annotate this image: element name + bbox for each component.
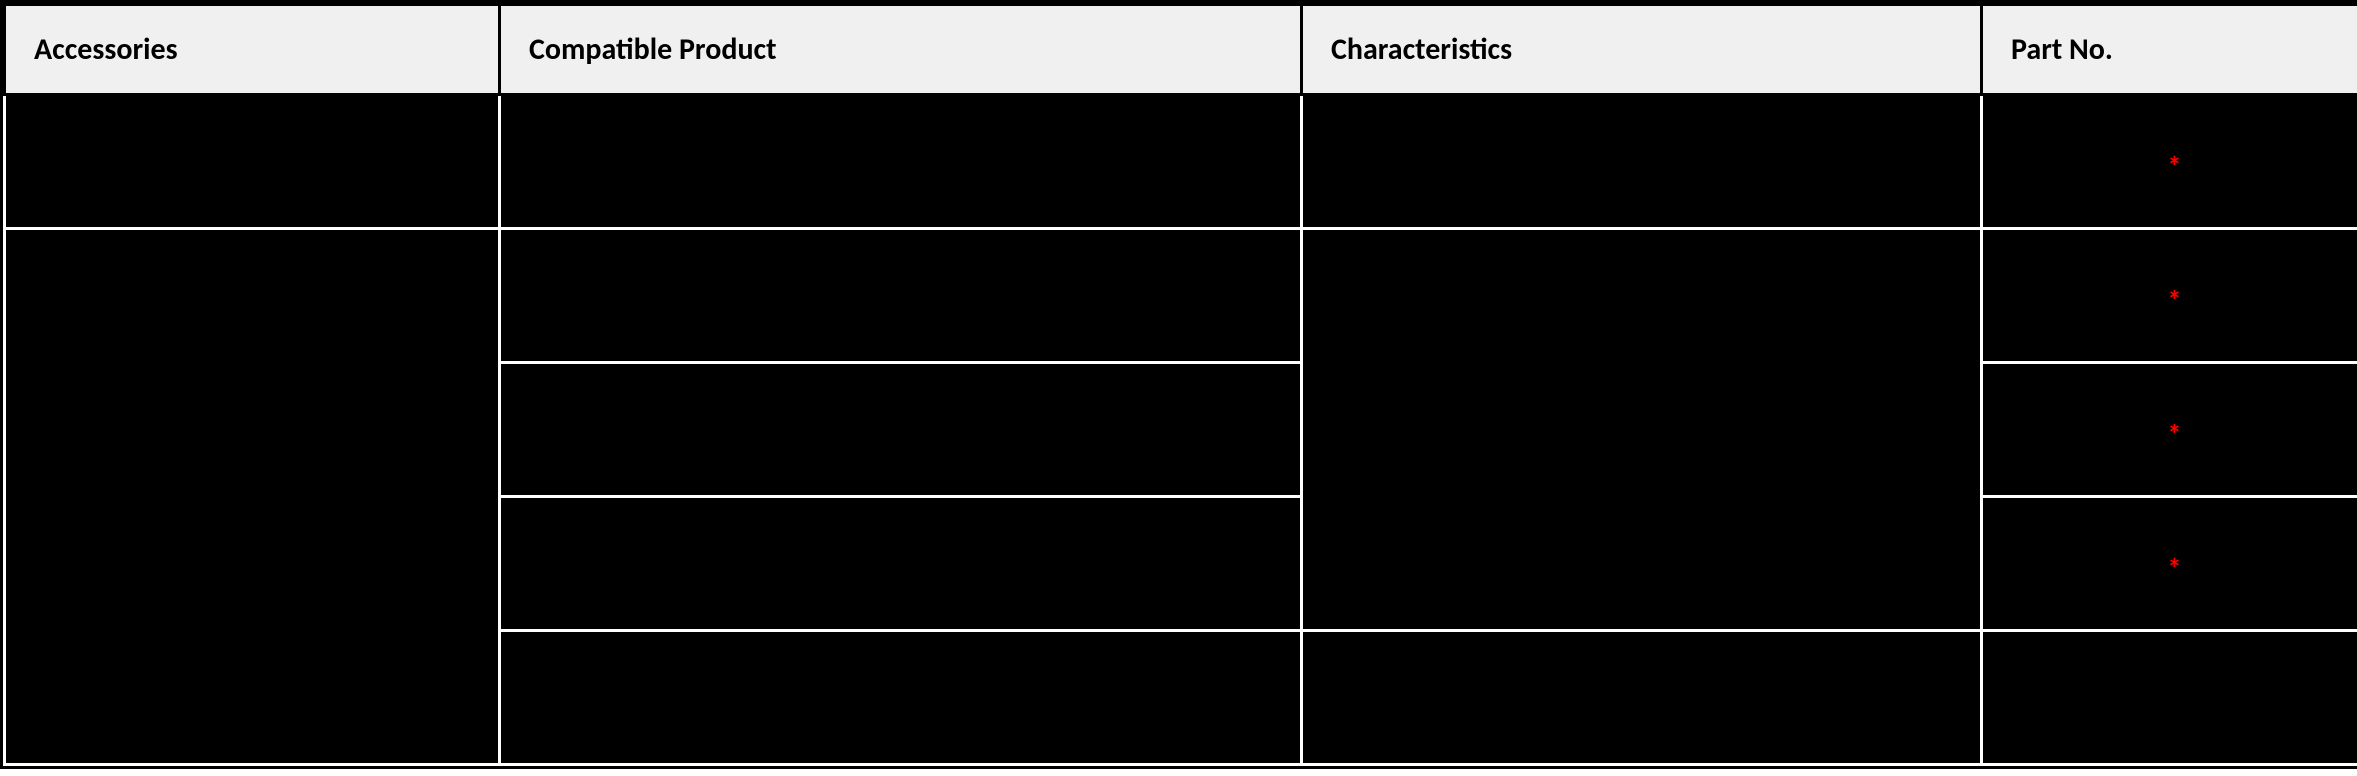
asterisk-icon: *: [2168, 421, 2182, 449]
table-outer-frame: Accessories Compatible Product Character…: [0, 0, 2357, 769]
col-header-accessories: Accessories: [5, 5, 500, 95]
cell-part-no: [1982, 631, 2357, 765]
asterisk-icon: *: [2168, 153, 2182, 181]
cell-characteristics: [1302, 95, 1982, 229]
table-row: *: [5, 95, 2357, 229]
table-header-row: Accessories Compatible Product Character…: [5, 5, 2357, 95]
cell-characteristics: [1302, 229, 1982, 631]
cell-compatible-product: [500, 229, 1302, 363]
cell-part-no: *: [1982, 497, 2357, 631]
cell-compatible-product: [500, 631, 1302, 765]
cell-part-no: *: [1982, 363, 2357, 497]
cell-part-no: *: [1982, 95, 2357, 229]
cell-part-no: *: [1982, 229, 2357, 363]
cell-compatible-product: [500, 363, 1302, 497]
cell-accessories: [5, 229, 500, 765]
col-header-characteristics: Characteristics: [1302, 5, 1982, 95]
asterisk-icon: *: [2168, 555, 2182, 583]
accessories-table-wrapper: Accessories Compatible Product Character…: [0, 0, 2357, 776]
cell-compatible-product: [500, 95, 1302, 229]
table-row: *: [5, 229, 2357, 363]
cell-accessories: [5, 95, 500, 229]
accessories-table: Accessories Compatible Product Character…: [3, 3, 2357, 766]
cell-characteristics: [1302, 631, 1982, 765]
cell-compatible-product: [500, 497, 1302, 631]
asterisk-icon: *: [2168, 287, 2182, 315]
col-header-compatible-product: Compatible Product: [500, 5, 1302, 95]
col-header-part-no: Part No.: [1982, 5, 2357, 95]
